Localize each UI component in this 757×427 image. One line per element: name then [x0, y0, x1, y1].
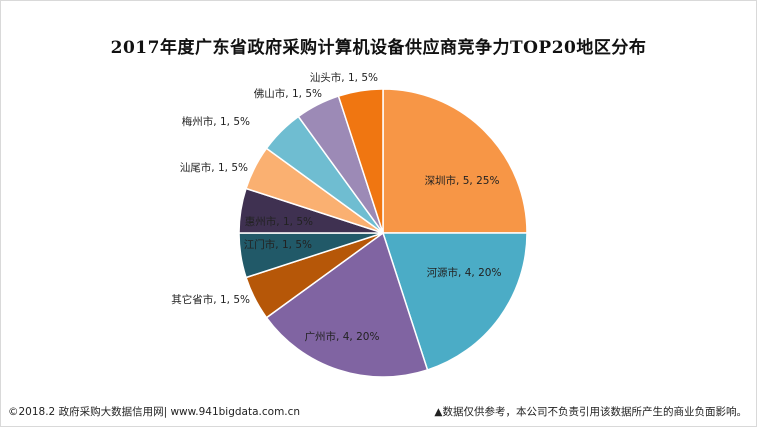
footer-disclaimer: ▲数据仅供参考，本公司不负责引用该数据所产生的商业负面影响。 [434, 406, 747, 418]
slice-label-6: 惠州市, 1, 5% [245, 215, 313, 228]
pie-slice-10 [337, 88, 384, 234]
chart-title: 2017年度广东省政府采购计算机设备供应商竞争力TOP20地区分布 [110, 38, 647, 58]
pie-slice-3 [265, 231, 429, 378]
slice-label-10: 汕头市, 1, 5% [310, 71, 378, 84]
slice-label-9: 佛山市, 1, 5% [254, 87, 322, 100]
slice-label-1: 深圳市, 5, 25% [425, 174, 500, 187]
slice-label-3: 广州市, 4, 20% [305, 330, 380, 343]
pie-slice-1 [382, 88, 528, 234]
slice-label-7: 汕尾市, 1, 5% [180, 161, 248, 174]
footer-copyright: ©2018.2 政府采购大数据信用网| www.941bigdata.com.c… [8, 406, 301, 418]
slice-label-5: 江门市, 1, 5% [244, 238, 312, 251]
slice-label-4: 其它省市, 1, 5% [171, 293, 250, 306]
slice-label-2: 河源市, 4, 20% [427, 266, 502, 279]
pie-slice-2 [381, 232, 528, 371]
slice-label-8: 梅州市, 1, 5% [182, 115, 250, 128]
